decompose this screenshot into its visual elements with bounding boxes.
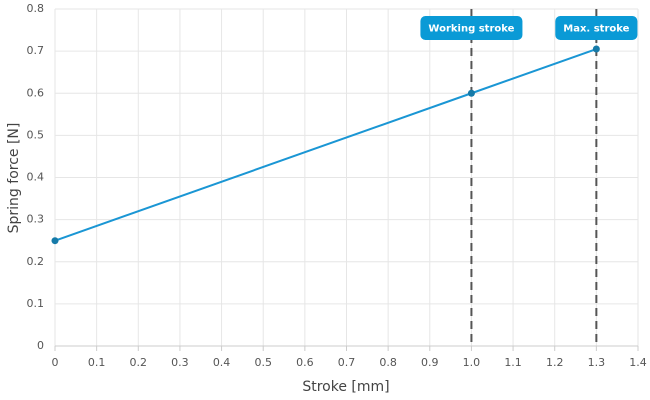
y-tick-label: 0.6	[27, 86, 45, 99]
x-tick-label: 0.8	[379, 356, 397, 369]
y-tick-label: 0.8	[27, 2, 45, 15]
y-tick-label: 0.1	[27, 297, 45, 310]
x-tick-label: 0.9	[421, 356, 439, 369]
x-tick-label: 0	[52, 356, 59, 369]
annotation-box	[555, 16, 638, 40]
y-tick-label: 0.7	[27, 44, 45, 57]
series-line	[54, 48, 597, 242]
y-tick-label: 0.4	[27, 171, 45, 184]
x-tick-label: 1.3	[588, 356, 606, 369]
x-tick-label: 0.4	[213, 356, 231, 369]
x-tick-label: 0.6	[296, 356, 314, 369]
x-tick-label: 0.7	[338, 356, 356, 369]
data-point	[592, 45, 600, 53]
data-point	[467, 89, 475, 97]
x-tick-label: 1.1	[504, 356, 522, 369]
x-tick-label: 1.2	[546, 356, 564, 369]
x-tick-label: 0.1	[88, 356, 106, 369]
x-tick-label: 1.4	[629, 356, 647, 369]
x-tick-label: 0.3	[171, 356, 189, 369]
y-tick-label: 0	[37, 339, 44, 352]
x-axis-title: Stroke [mm]	[302, 379, 389, 395]
data-point	[51, 237, 59, 245]
annotation-box	[420, 16, 523, 40]
annotation-label: Max. stroke	[563, 24, 629, 35]
y-tick-label: 0.5	[27, 128, 45, 141]
y-tick-label: 0.3	[27, 213, 45, 226]
x-tick-label: 1.0	[463, 356, 481, 369]
y-axis-title: Spring force [N]	[6, 123, 22, 234]
x-tick-label: 0.5	[254, 356, 272, 369]
y-tick-label: 0.2	[27, 255, 45, 268]
x-tick-label: 0.2	[130, 356, 148, 369]
annotation-label: Working stroke	[428, 24, 514, 35]
